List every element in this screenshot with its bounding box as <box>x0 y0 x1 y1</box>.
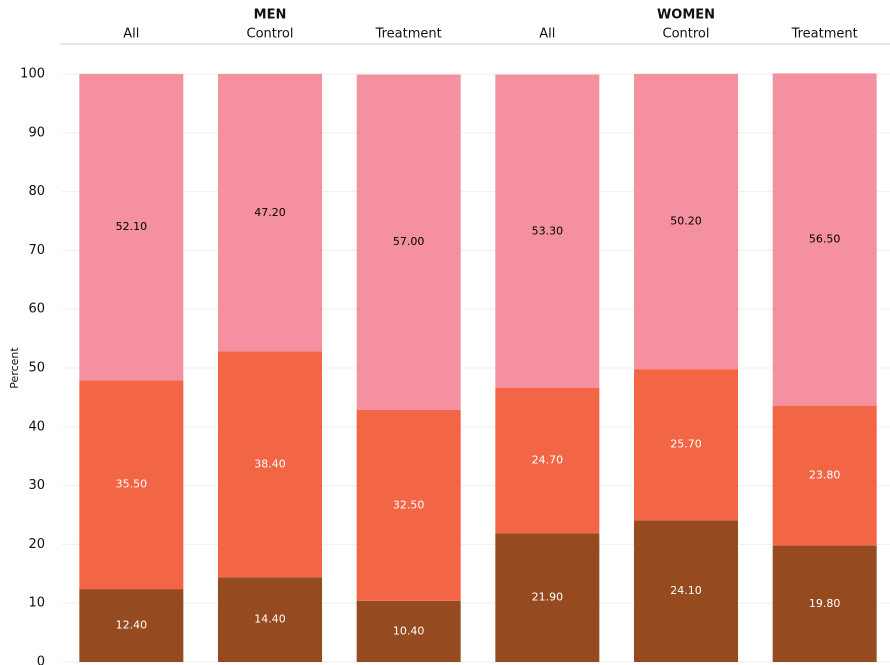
bar-segment <box>495 387 600 534</box>
value-label: 52.10 <box>116 220 148 233</box>
y-tick-label: 50 <box>28 361 45 376</box>
y-tick-label: 70 <box>28 243 45 258</box>
value-label: 25.70 <box>670 438 702 451</box>
bar-segment <box>356 74 461 410</box>
value-label: 50.20 <box>670 215 702 228</box>
y-tick-label: 10 <box>28 596 45 611</box>
value-label: 21.90 <box>532 591 564 604</box>
y-tick-label: 80 <box>28 184 45 199</box>
y-tick-label: 0 <box>37 655 45 665</box>
value-label: 53.30 <box>532 224 564 237</box>
bar-segment <box>218 74 322 352</box>
bar-segment <box>79 380 184 590</box>
group-label: WOMEN <box>657 8 715 23</box>
y-tick-label: 90 <box>28 125 45 140</box>
y-tick-label: 40 <box>28 419 45 434</box>
bar-segment <box>634 520 738 662</box>
bar-segment <box>772 405 877 546</box>
bar-segment <box>495 74 600 388</box>
value-label: 56.50 <box>809 233 841 246</box>
x-tick-label: Treatment <box>791 27 858 42</box>
x-tick-label: All <box>539 27 555 42</box>
bar-segment <box>772 545 877 662</box>
value-label: 12.40 <box>116 619 148 632</box>
bar-segment <box>356 409 461 601</box>
y-tick-label: 60 <box>28 302 45 317</box>
value-label: 24.10 <box>670 584 702 597</box>
group-label: MEN <box>254 8 287 23</box>
y-tick-label: 100 <box>20 67 45 82</box>
bar-segment <box>772 73 877 406</box>
x-tick-label: Treatment <box>375 27 442 42</box>
value-label: 24.70 <box>532 454 564 467</box>
bar-segment <box>495 533 600 662</box>
bar-segment <box>79 74 184 381</box>
value-label: 19.80 <box>809 597 841 610</box>
value-label: 35.50 <box>116 478 148 491</box>
value-label: 14.40 <box>254 613 286 626</box>
y-tick-label: 20 <box>28 537 45 552</box>
bar-segment <box>634 369 738 521</box>
value-label: 47.20 <box>254 206 286 219</box>
x-tick-label: All <box>123 27 139 42</box>
value-label: 23.80 <box>809 469 841 482</box>
value-label: 10.40 <box>393 624 425 637</box>
x-tick-label: Control <box>247 27 294 42</box>
value-label: 38.40 <box>254 457 286 470</box>
value-label: 57.00 <box>393 235 425 248</box>
bar-segment <box>356 600 461 662</box>
bar-segment <box>634 74 738 370</box>
x-tick-label: Control <box>663 27 710 42</box>
bar-segment <box>218 577 322 662</box>
value-label: 32.50 <box>393 498 425 511</box>
y-tick-label: 30 <box>28 478 45 493</box>
y-axis-label: Percent <box>8 347 21 389</box>
bar-segment <box>79 589 184 662</box>
bar-segment <box>218 351 322 578</box>
